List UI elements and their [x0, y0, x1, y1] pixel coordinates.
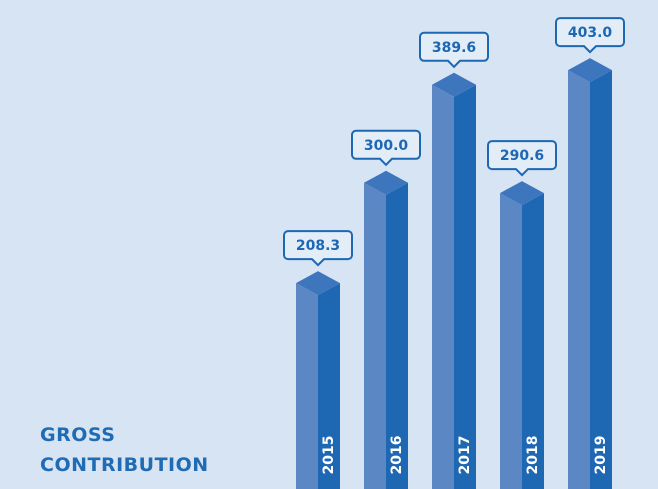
- x-tick-label: 2015: [321, 436, 337, 475]
- bar: [296, 271, 340, 489]
- x-tick-label: 2018: [525, 436, 541, 475]
- bar: [500, 181, 544, 489]
- value-label-box: [419, 31, 489, 69]
- bar-left-face: [296, 283, 318, 489]
- bar-right-face: [386, 182, 408, 489]
- chart-title: GROSS CONTRIBUTION: [40, 424, 209, 476]
- value-label: 403.0: [568, 25, 613, 41]
- value-label-box: [351, 129, 421, 167]
- bar-right-face: [522, 193, 544, 489]
- value-label-box: [487, 140, 557, 177]
- bar-right-face: [318, 283, 340, 489]
- bar-left-face: [500, 193, 522, 489]
- bar-left-face: [432, 84, 454, 489]
- bar: [432, 72, 476, 489]
- bar: [568, 58, 612, 489]
- bar-top: [568, 58, 612, 83]
- x-tick-label: 2017: [457, 436, 473, 475]
- bar-left-face: [568, 70, 590, 489]
- bar-left-face: [364, 182, 386, 489]
- value-label: 290.6: [500, 148, 544, 164]
- bar-top: [296, 271, 340, 296]
- value-label: 300.0: [364, 138, 409, 154]
- value-label: 389.6: [432, 40, 476, 56]
- bar-right-face: [590, 70, 612, 489]
- bar: [364, 170, 408, 489]
- bar-top: [500, 181, 544, 206]
- bar-top: [364, 170, 408, 195]
- value-label-box: [283, 230, 353, 267]
- bar-right-face: [454, 84, 476, 489]
- bar-top: [432, 72, 476, 97]
- x-tick-label: 2016: [389, 436, 405, 475]
- value-label: 208.3: [296, 238, 340, 254]
- x-tick-label: 2019: [593, 436, 609, 475]
- value-label-box: [555, 17, 625, 54]
